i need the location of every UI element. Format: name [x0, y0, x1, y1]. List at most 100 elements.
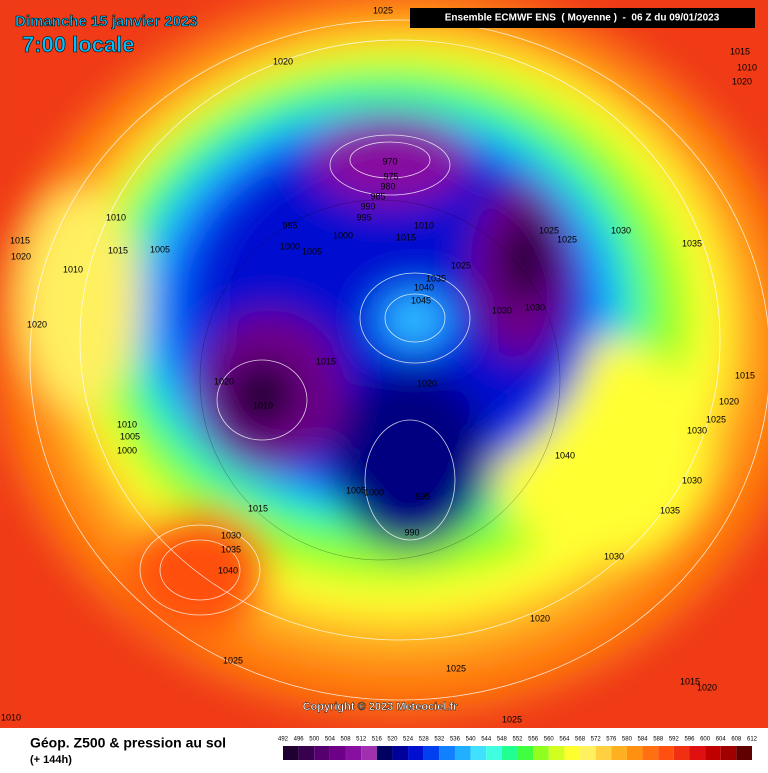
model-box: [410, 8, 755, 28]
legend-swatch: [298, 746, 315, 760]
legend-swatch: [642, 746, 659, 760]
footer-title: Géop. Z500 & pression au sol: [30, 735, 226, 751]
isobar-label: 980: [380, 181, 395, 191]
isobar-label: 1025: [373, 5, 393, 15]
copyright: Copyright © 2023 Meteociel.fr: [303, 701, 459, 713]
legend-swatch: [564, 746, 581, 760]
legend-tick-label: 536: [450, 737, 461, 743]
date-title: Dimanche 15 janvier 2023: [15, 13, 198, 30]
isobar-label: 1030: [525, 302, 545, 312]
legend-swatch: [392, 746, 409, 760]
legend-swatch: [673, 746, 690, 760]
legend-swatch: [439, 746, 455, 760]
legend-tick-label: 512: [356, 737, 367, 743]
legend-tick-label: 496: [294, 737, 305, 743]
legend-swatch: [595, 746, 612, 760]
isobar-label: 970: [382, 156, 397, 166]
isobar-label: 985: [370, 191, 385, 201]
isobar-label: 1015: [680, 676, 700, 686]
legend-swatch: [408, 746, 424, 760]
isobar-label: 1030: [687, 425, 707, 435]
isobar-label: 1025: [451, 260, 471, 270]
legend-tick-label: 600: [700, 737, 711, 743]
isobar-label: 1045: [411, 295, 431, 305]
legend-tick-label: 604: [716, 737, 727, 743]
legend-swatch: [533, 746, 549, 760]
isobar-label: 1010: [253, 400, 273, 410]
isobar-label: 1035: [682, 238, 702, 248]
isobar-label: 1030: [682, 475, 702, 485]
legend-swatch: [705, 746, 721, 760]
isobar-label: 1030: [611, 225, 631, 235]
isobar-label: 1020: [530, 613, 550, 623]
isobar-label: 1015: [316, 356, 336, 366]
isobar-label: 1020: [732, 76, 752, 86]
legend-swatch: [736, 746, 752, 760]
legend-swatch: [329, 746, 346, 760]
legend-tick-label: 584: [638, 737, 649, 743]
isobar-label: 1005: [346, 485, 366, 495]
legend-swatch: [626, 746, 643, 760]
isobar-label: 1015: [10, 235, 30, 245]
legend-tick-label: 572: [591, 737, 602, 743]
legend-swatch: [658, 746, 674, 760]
legend-swatch: [580, 746, 596, 760]
isobar-label: 1010: [117, 419, 137, 429]
isobar-label: 1020: [719, 396, 739, 406]
isobar-label: 1005: [302, 246, 322, 256]
isobar-label: 1010: [414, 220, 434, 230]
legend-tick-label: 556: [528, 737, 539, 743]
isobar-label: 1025: [539, 225, 559, 235]
local-time: 7:00 locale: [22, 32, 135, 57]
legend-tick-label: 532: [434, 737, 445, 743]
isobar-label: 1020: [11, 251, 31, 261]
legend-swatch: [611, 746, 627, 760]
legend-swatch: [486, 746, 502, 760]
isobar-label: 1005: [120, 431, 140, 441]
legend-tick-label: 596: [684, 737, 695, 743]
isobar-label: 1015: [735, 370, 755, 380]
legend-tick-label: 612: [747, 737, 758, 743]
isobar-label: 995: [282, 220, 297, 230]
isobar-label: 1030: [604, 551, 624, 561]
isobar-label: 1020: [214, 376, 234, 386]
legend-tick-label: 528: [419, 737, 430, 743]
legend-tick-label: 580: [622, 737, 633, 743]
legend-swatch: [283, 746, 299, 760]
isobar-label: 1000: [280, 241, 300, 251]
legend-swatch: [361, 746, 377, 760]
isobar-label: 1000: [117, 445, 137, 455]
isobar-label: 1000: [333, 230, 353, 240]
isobar-label: 1020: [417, 378, 437, 388]
isobar-label: 1035: [426, 273, 446, 283]
isobar-label: 1030: [221, 530, 241, 540]
legend-tick-label: 500: [309, 737, 320, 743]
legend-tick-label: 560: [544, 737, 555, 743]
legend-tick-label: 568: [575, 737, 586, 743]
forecast-lead: (+ 144h): [30, 754, 72, 766]
isobar-label: 1020: [697, 682, 717, 692]
isobar-label: 1040: [414, 282, 434, 292]
isobar-label: 1020: [27, 319, 47, 329]
isobar-label: 1025: [446, 663, 466, 673]
isobar-label: 1035: [221, 544, 241, 554]
legend-tick-label: 576: [606, 737, 617, 743]
legend-tick-label: 544: [481, 737, 492, 743]
legend-tick-label: 608: [731, 737, 742, 743]
isobar-label: 1010: [106, 212, 126, 222]
isobar-label: 990: [360, 201, 375, 211]
isobar-label: 1010: [737, 62, 757, 72]
isobar-label: 1015: [108, 245, 128, 255]
isobar-label: 1040: [555, 450, 575, 460]
isobars: [29, 19, 768, 701]
isobar-label: 1015: [248, 503, 268, 513]
legend-tick-label: 504: [325, 737, 336, 743]
legend-swatch: [423, 746, 440, 760]
isobar-label: 1015: [396, 232, 416, 242]
isobar-label: 995: [415, 491, 430, 501]
legend-swatch: [548, 746, 565, 760]
legend-tick-label: 520: [387, 737, 398, 743]
model-info: Ensemble ECMWF ENS ( Moyenne ) - 06 Z du…: [445, 13, 720, 24]
